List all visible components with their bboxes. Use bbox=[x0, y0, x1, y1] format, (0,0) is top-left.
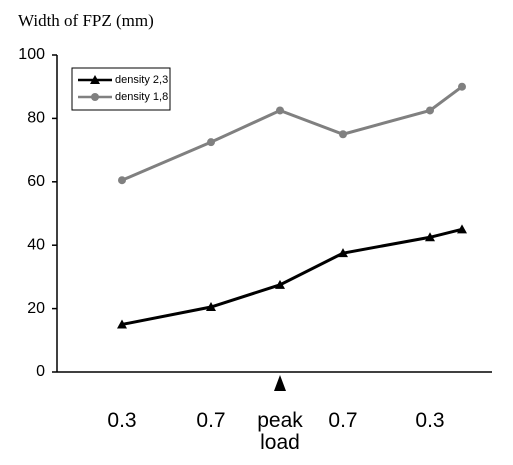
marker bbox=[425, 232, 435, 242]
peak-marker bbox=[274, 375, 286, 391]
y-tick-label: 60 bbox=[27, 173, 45, 190]
x-tick-label: 0.3 bbox=[107, 409, 137, 432]
x-tick-label: 0.7 bbox=[196, 409, 226, 432]
marker bbox=[118, 176, 126, 185]
marker bbox=[426, 106, 434, 115]
marker bbox=[276, 106, 284, 115]
marker bbox=[207, 138, 215, 147]
series-line bbox=[121, 227, 463, 326]
x-tick-label: peak load bbox=[257, 409, 303, 454]
legend bbox=[71, 67, 171, 111]
y-tick-label: 80 bbox=[27, 110, 45, 127]
marker bbox=[458, 82, 466, 91]
legend-label: density 1,8 bbox=[115, 91, 168, 103]
y-tick-label: 20 bbox=[27, 300, 45, 317]
marker bbox=[117, 319, 127, 329]
y-tick-label: 100 bbox=[18, 46, 45, 63]
marker bbox=[91, 93, 99, 101]
x-tick-label: 0.7 bbox=[328, 409, 358, 432]
marker bbox=[90, 75, 100, 84]
y-tick-label: 0 bbox=[36, 363, 45, 380]
marker bbox=[457, 224, 467, 234]
marker bbox=[206, 302, 216, 312]
y-tick-label: 40 bbox=[27, 236, 45, 253]
series-line bbox=[121, 85, 463, 182]
marker bbox=[275, 279, 285, 289]
chart-title: Width of FPZ (mm) bbox=[18, 11, 154, 30]
marker bbox=[339, 130, 347, 139]
x-tick-label: 0.3 bbox=[415, 409, 445, 432]
marker bbox=[338, 248, 348, 258]
legend-label: density 2,3 bbox=[115, 74, 168, 86]
